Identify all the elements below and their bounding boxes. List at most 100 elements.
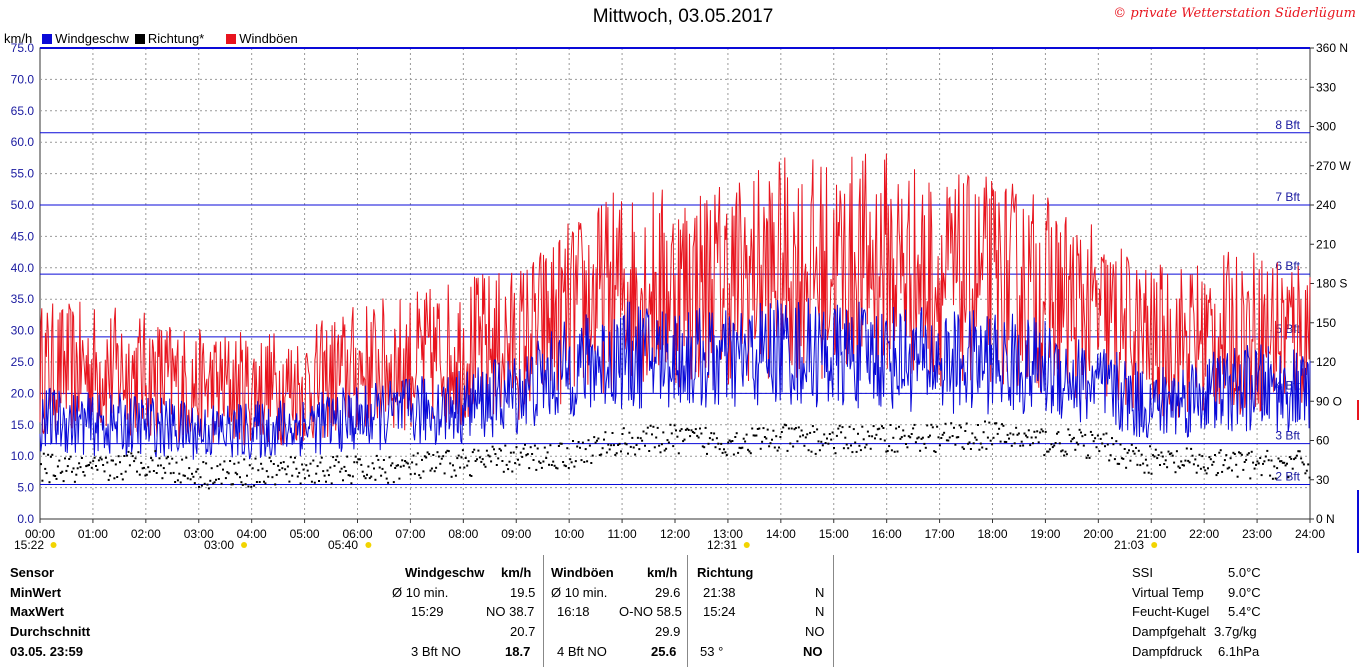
direction-point: [41, 479, 44, 482]
direction-point: [241, 483, 244, 486]
direction-point: [745, 433, 748, 436]
direction-point: [1058, 442, 1061, 445]
direction-point: [93, 456, 96, 459]
direction-point: [545, 457, 548, 459]
direction-point: [1098, 450, 1101, 453]
direction-point: [445, 451, 447, 454]
direction-point: [1171, 454, 1174, 457]
direction-point: [563, 464, 566, 467]
direction-point: [64, 457, 66, 460]
direction-point: [1136, 463, 1139, 466]
direction-point: [762, 427, 765, 430]
direction-point: [731, 440, 734, 442]
direction-point: [120, 472, 123, 475]
direction-point: [323, 474, 326, 477]
direction-point: [1201, 455, 1204, 458]
direction-point: [844, 436, 847, 439]
direction-point: [1202, 466, 1205, 469]
direction-point: [766, 428, 769, 431]
direction-min-time: 21:38: [703, 585, 736, 600]
direction-point: [128, 464, 131, 467]
direction-point: [693, 431, 696, 434]
direction-point: [1180, 460, 1183, 463]
direction-point: [809, 431, 812, 434]
direction-point: [363, 475, 366, 478]
panel-divider: [833, 555, 834, 667]
direction-point: [143, 466, 145, 469]
direction-point: [49, 455, 52, 458]
direction-point: [1198, 453, 1201, 456]
direction-point: [457, 454, 460, 457]
direction-point: [1164, 459, 1167, 462]
direction-point: [284, 468, 287, 471]
direction-point: [618, 442, 621, 445]
direction-point: [1274, 477, 1277, 480]
direction-point: [1016, 433, 1019, 436]
direction-point: [610, 444, 613, 447]
direction-point: [700, 432, 703, 435]
direction-point: [662, 431, 665, 434]
direction-point: [566, 447, 569, 450]
direction-point: [207, 487, 210, 490]
direction-point: [48, 481, 51, 484]
direction-point: [927, 436, 930, 439]
direction-point: [531, 453, 534, 455]
direction-point: [577, 441, 580, 443]
direction-point: [782, 426, 785, 429]
direction-point: [1214, 454, 1216, 456]
direction-point: [1137, 449, 1140, 452]
direction-point: [1061, 449, 1064, 452]
direction-point: [1039, 431, 1042, 434]
event-time-marker: 05:40: [328, 538, 359, 552]
direction-point: [1187, 459, 1190, 462]
direction-point: [79, 466, 82, 469]
beaufort-label: 6 Bft: [1275, 259, 1300, 273]
direction-point: [532, 459, 535, 461]
y2-tick-label: 360 N: [1316, 41, 1348, 55]
direction-point: [960, 426, 962, 429]
direction-point: [367, 465, 370, 468]
direction-point: [158, 457, 161, 460]
direction-point: [44, 467, 47, 470]
direction-point: [1142, 462, 1145, 465]
direction-point: [375, 454, 378, 457]
direction-point: [381, 467, 384, 470]
direction-point: [1040, 428, 1043, 431]
direction-point: [820, 440, 823, 443]
direction-point: [85, 465, 88, 468]
direction-point: [663, 449, 666, 452]
direction-point: [435, 466, 438, 469]
direction-point: [1013, 442, 1016, 445]
direction-point: [940, 437, 943, 439]
direction-point: [715, 437, 718, 440]
direction-point: [934, 451, 937, 453]
direction-point: [1204, 469, 1207, 472]
direction-point: [332, 456, 335, 459]
direction-max: N: [815, 604, 825, 619]
direction-point: [1291, 467, 1294, 470]
direction-point: [535, 468, 538, 471]
direction-point: [387, 481, 390, 484]
direction-point: [524, 443, 526, 446]
direction-point: [1105, 432, 1108, 435]
direction-point: [368, 477, 371, 480]
direction-point: [209, 479, 212, 482]
direction-point: [738, 446, 741, 449]
direction-point: [526, 453, 529, 456]
direction-point: [1173, 461, 1176, 464]
direction-point: [607, 443, 610, 446]
y-tick-label: 10.0: [11, 449, 35, 463]
direction-point: [665, 447, 668, 450]
panel-divider: [543, 555, 544, 667]
direction-point: [412, 454, 415, 457]
direction-point: [1081, 435, 1084, 438]
direction-point: [1139, 464, 1142, 467]
direction-point: [998, 427, 1001, 430]
direction-point: [1074, 448, 1077, 451]
direction-point: [881, 425, 883, 428]
direction-point: [900, 436, 903, 439]
direction-point: [641, 439, 644, 442]
direction-point: [1243, 461, 1246, 463]
direction-point: [584, 448, 587, 451]
y2-tick-label: 300: [1316, 120, 1336, 134]
